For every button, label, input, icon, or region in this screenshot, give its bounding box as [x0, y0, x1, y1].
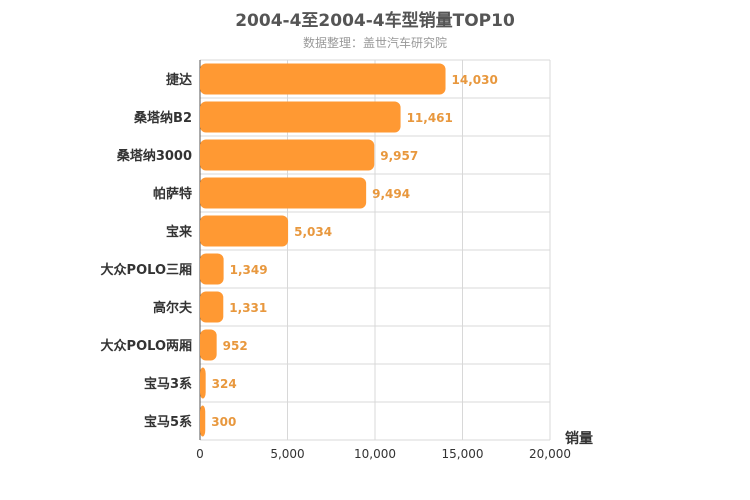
bar: [200, 63, 446, 95]
grid-lines: [199, 59, 551, 441]
value-label: 9,957: [380, 149, 418, 163]
value-label: 5,034: [294, 225, 332, 239]
bar: [200, 405, 206, 437]
x-tick-label: 0: [196, 447, 204, 461]
chart-title: 2004-4至2004-4车型销量TOP10: [235, 11, 515, 31]
value-label: 300: [211, 415, 236, 429]
value-label: 952: [223, 339, 248, 353]
value-label: 324: [212, 377, 237, 391]
category-label: 桑塔纳3000: [116, 148, 192, 164]
labels: 0 5,000 10,000 15,000 20,000 捷达 14,030 桑塔纳B2 11,…: [101, 72, 571, 461]
x-tick-label: 20,000: [529, 447, 571, 461]
category-label: 捷达: [166, 72, 192, 88]
bar: [200, 215, 289, 247]
value-label: 14,030: [452, 73, 498, 87]
value-label: 1,349: [230, 263, 268, 277]
chart-subtitle: 数据整理：盖世汽车研究院: [302, 36, 447, 50]
bar: [200, 177, 367, 209]
bars: [200, 63, 446, 437]
x-axis-label: 销量: [565, 430, 593, 447]
bar: [200, 291, 224, 323]
x-tick-label: 15,000: [442, 447, 484, 461]
category-label: 宝来: [166, 224, 193, 240]
value-label: 11,461: [407, 111, 453, 125]
bar: [200, 329, 217, 361]
value-label: 1,331: [229, 301, 267, 315]
value-label: 9,494: [372, 187, 410, 201]
bar: [200, 139, 375, 171]
category-label: 帕萨特: [153, 186, 192, 202]
category-label: 大众POLO两厢: [101, 338, 192, 354]
category-label: 桑塔纳B2: [133, 110, 192, 126]
category-label: 宝马3系: [144, 376, 192, 392]
bar: [200, 101, 401, 133]
bar: [200, 367, 206, 399]
x-tick-label: 10,000: [354, 447, 396, 461]
category-label: 大众POLO三厢: [101, 262, 192, 278]
category-label: 宝马5系: [144, 414, 192, 430]
x-tick-label: 5,000: [270, 447, 304, 461]
category-label: 高尔夫: [153, 300, 193, 316]
bar: [200, 253, 224, 285]
